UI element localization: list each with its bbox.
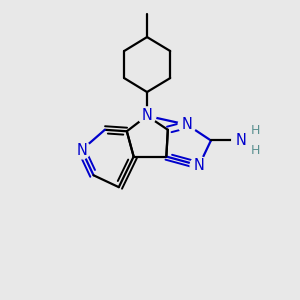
Circle shape	[178, 116, 196, 134]
Circle shape	[232, 132, 250, 149]
Text: N: N	[76, 142, 87, 158]
Circle shape	[250, 125, 262, 136]
Text: N: N	[235, 133, 247, 148]
Text: H: H	[251, 124, 260, 137]
Text: N: N	[141, 108, 153, 123]
Circle shape	[190, 157, 208, 174]
Circle shape	[73, 141, 91, 159]
Text: N: N	[194, 158, 205, 173]
Circle shape	[250, 145, 262, 157]
Text: N: N	[193, 158, 205, 173]
Text: N: N	[181, 117, 193, 132]
Text: N: N	[182, 117, 193, 132]
Text: N: N	[76, 142, 88, 158]
Circle shape	[138, 107, 156, 125]
Text: H: H	[251, 144, 260, 157]
Text: N: N	[235, 133, 246, 148]
Text: H: H	[250, 144, 261, 157]
Text: N: N	[142, 108, 152, 123]
Text: H: H	[250, 124, 261, 137]
